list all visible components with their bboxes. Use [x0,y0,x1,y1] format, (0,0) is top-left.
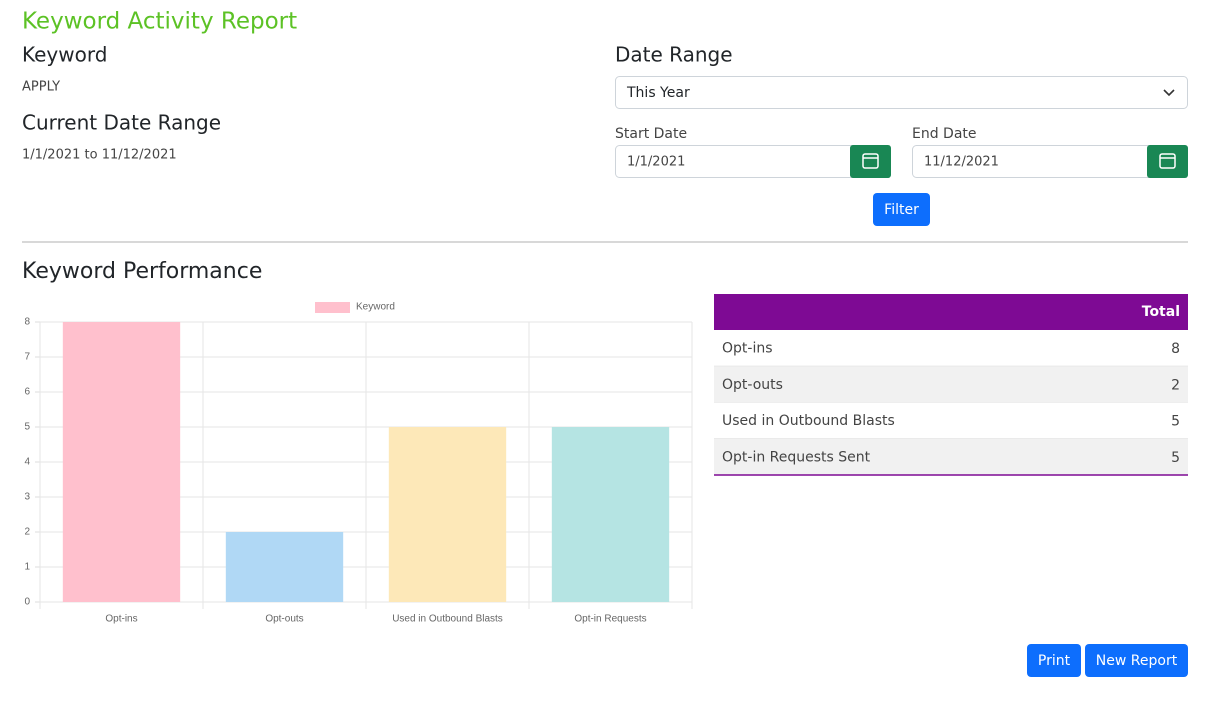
y-tick-label: 0 [24,597,30,608]
table-header [714,294,1188,330]
keyword-label: Keyword [22,43,107,67]
date-range-select[interactable]: This Year [615,76,1188,109]
y-tick-label: 4 [24,457,30,468]
y-tick-label: 8 [24,317,30,328]
legend-swatch [315,302,350,313]
print-label[interactable]: Print [1038,653,1071,669]
x-tick-label: Opt-ins [105,614,137,625]
page-title: Keyword Activity Report [22,9,297,35]
table-row [714,402,1188,439]
calendar-button[interactable] [1147,145,1188,178]
bar [62,322,181,602]
y-tick-label: 2 [24,527,30,538]
select-box[interactable] [615,76,1188,109]
x-tick-label: Used in Outbound Blasts [392,614,503,625]
keyword-value: APPLY [22,80,60,95]
y-tick-label: 7 [24,352,30,363]
calendar-icon [862,153,879,169]
end-label: End Date [912,126,977,142]
bar [225,532,344,602]
x-tick-label: Opt-in Requests [574,614,646,625]
table-row [714,330,1188,367]
row-label: Opt-in Requests Sent [722,449,871,465]
row-total: 5 [1171,414,1180,430]
row-total: 8 [1171,341,1180,357]
y-tick-label: 3 [24,492,30,503]
header-cell: Total [1142,304,1180,320]
row-total: 2 [1171,377,1180,393]
table-row [714,438,1188,475]
start-calendar-button[interactable] [850,145,891,178]
row-label: Opt-outs [722,377,783,393]
new-report-label[interactable]: New Report [1096,653,1178,669]
current-range-label: Current Date Range [22,111,221,135]
bar [388,427,507,602]
row-label: Opt-ins [722,341,773,357]
print-button[interactable] [1027,644,1081,677]
y-tick-label: 1 [24,562,30,573]
bar-chart: 0 1 2 3 4 5 6 7 8 Keyword Opt-ins Opt-outs Used in O… [24,302,693,625]
y-tick-label: 5 [24,422,30,433]
calendar-button[interactable] [850,145,891,178]
date-range-label: Date Range [615,43,733,67]
y-tick-label: 6 [24,387,30,398]
totals-table: Total Opt-ins 8 Opt-outs 2 Used in Outbound … [714,294,1188,476]
row-label: Used in Outbound Blasts [722,413,895,429]
end-calendar-button[interactable] [1147,145,1188,178]
start-value[interactable]: 1/1/2021 [627,155,685,170]
row-total: 5 [1171,450,1180,466]
calendar-icon [1159,153,1176,169]
chevron [1163,89,1175,97]
current-range-value: 1/1/2021 to 11/12/2021 [22,148,177,163]
bar [551,427,670,602]
select-value[interactable]: This Year [626,85,690,101]
new-report-button[interactable] [1085,644,1188,677]
start-label: Start Date [615,126,687,142]
filter-button[interactable] [873,193,930,226]
x-tick-label: Opt-outs [265,614,303,625]
table-row [714,366,1188,403]
legend-label: Keyword [356,302,395,313]
filter-label[interactable]: Filter [884,202,919,218]
section-title: Keyword Performance [22,259,262,284]
end-value[interactable]: 11/12/2021 [924,155,999,170]
